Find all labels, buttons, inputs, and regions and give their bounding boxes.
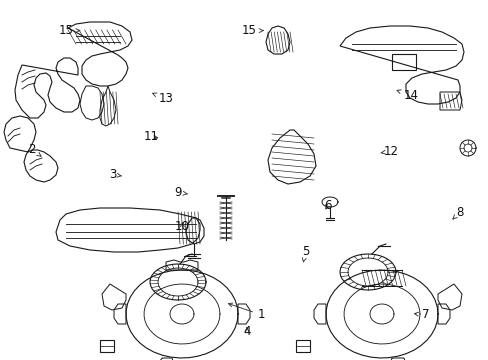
Text: 3: 3 (108, 168, 122, 181)
Text: 15: 15 (59, 24, 80, 37)
Text: 1: 1 (228, 303, 265, 321)
Text: 13: 13 (152, 93, 173, 105)
Text: 7: 7 (414, 309, 428, 321)
Text: 9: 9 (174, 186, 187, 199)
Text: 11: 11 (144, 130, 159, 143)
Text: 14: 14 (396, 89, 417, 102)
Text: 5: 5 (301, 246, 309, 262)
Text: 4: 4 (243, 325, 250, 338)
Text: 8: 8 (452, 206, 463, 219)
Text: 15: 15 (242, 24, 263, 37)
Text: 12: 12 (380, 145, 398, 158)
Text: 2: 2 (28, 143, 41, 156)
Text: 10: 10 (175, 220, 189, 233)
Text: 6: 6 (323, 199, 331, 212)
